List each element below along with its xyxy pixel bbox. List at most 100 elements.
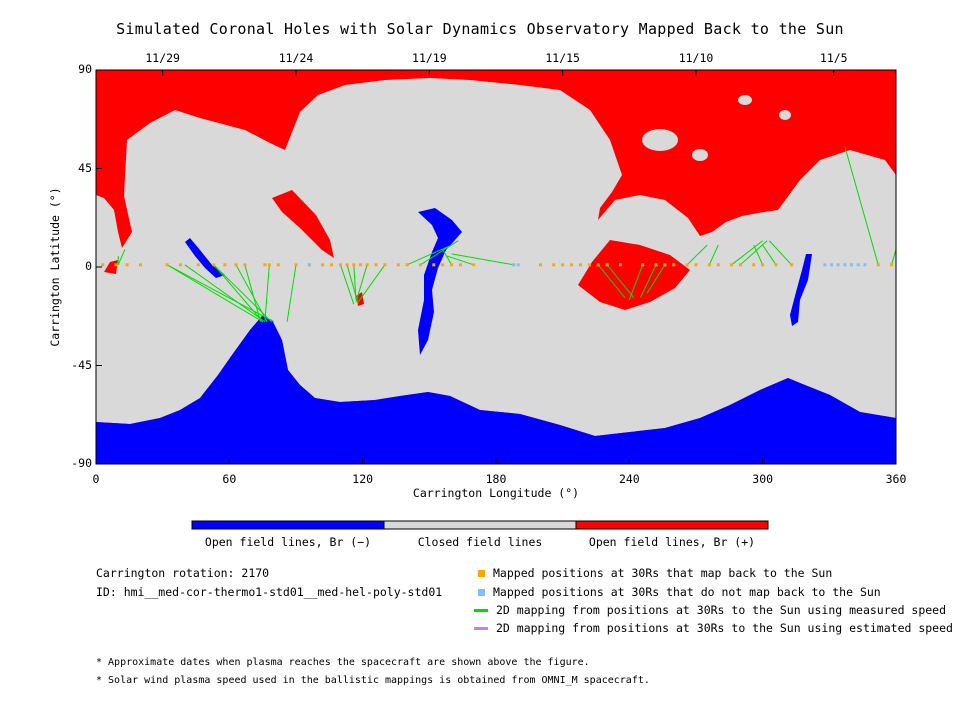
- mapping-line-20-0: [628, 264, 644, 301]
- closed-island-1: [642, 129, 678, 151]
- mapping-line-3-0: [213, 264, 264, 323]
- mapped-point-12: [267, 263, 271, 267]
- mapped-point-51: [730, 263, 734, 267]
- mapping-line-16-0: [446, 255, 474, 266]
- blue-hole-west: [185, 238, 225, 278]
- mapped-point-48: [694, 263, 698, 267]
- mapped-point-8: [223, 263, 227, 267]
- mapping-line-15-0: [442, 249, 452, 266]
- mapped-point-0: [101, 263, 105, 267]
- closed-island-4: [779, 110, 791, 120]
- y-tick-label-3: -45: [71, 357, 92, 372]
- mapped-point-23: [374, 263, 378, 267]
- mapped-point-42: [618, 263, 622, 267]
- mapped-point-28: [432, 263, 436, 267]
- mapped-point-25: [396, 263, 400, 267]
- mapped-point-27: [418, 263, 422, 267]
- x-tick-label-5: 300: [752, 472, 774, 486]
- colorbar-label-positive: Open field lines, Br (+): [588, 535, 756, 549]
- mapping-line-23-0: [686, 244, 708, 266]
- unmapped-point-8: [856, 263, 860, 267]
- mapping-line-31-0: [891, 249, 897, 265]
- mapping-line-28-0: [762, 244, 777, 266]
- mapped-point-30: [450, 263, 454, 267]
- mapped-point-53: [752, 263, 756, 267]
- x-tick-label-3: 180: [485, 472, 507, 486]
- green-line-icon: [474, 609, 488, 612]
- colorbar-positive: [576, 521, 768, 529]
- mapped-point-22: [365, 263, 369, 267]
- unmapped-point-5: [836, 263, 840, 267]
- mapped-point-44: [654, 263, 658, 267]
- mapping-line-19-0: [606, 264, 635, 298]
- orange-square-icon: [478, 570, 485, 577]
- mapping-line-12-0: [357, 264, 386, 303]
- y-tick-label-0: 90: [78, 62, 92, 76]
- mapping-line-9-0: [346, 264, 359, 305]
- carrington-rotation: Carrington rotation: 2170: [96, 566, 270, 580]
- mapped-point-55: [774, 263, 778, 267]
- colorbar-frame: [191, 520, 769, 530]
- mapped-point-47: [685, 263, 689, 267]
- legend-measured: 2D mapping from positions at 30Rs to the…: [474, 603, 946, 617]
- colorbar-label-negative: Open field lines, Br (−): [204, 535, 372, 549]
- purple-line-icon: [474, 627, 488, 630]
- model-id: ID: hmi__med-cor-thermo1-std01__med-hel-…: [96, 585, 443, 599]
- x-tick-label-0: 0: [92, 472, 100, 486]
- red-hole-northwest-tongue: [272, 190, 334, 258]
- mapping-line-8-0: [339, 264, 355, 305]
- axis-ticks: [95, 69, 897, 465]
- mapped-point-9: [234, 263, 238, 267]
- mapped-point-36: [561, 263, 565, 267]
- mapped-point-3: [138, 263, 142, 267]
- mapped-point-38: [578, 263, 582, 267]
- mapped-point-21: [358, 263, 362, 267]
- chart-title: Simulated Coronal Holes with Solar Dynam…: [116, 20, 844, 38]
- unmapped-point-4: [830, 263, 834, 267]
- mapped-point-59: [890, 263, 894, 267]
- y-axis-label: Carrington Latitude (°): [48, 187, 62, 347]
- y-tick-label-1: 45: [78, 160, 92, 175]
- red-hole-south-lobe: [578, 240, 690, 310]
- mapped-points: [101, 263, 894, 267]
- unmapped-point-3: [823, 263, 827, 267]
- mapped-point-43: [641, 263, 645, 267]
- mapped-point-4: [165, 263, 169, 267]
- mapped-point-35: [552, 263, 556, 267]
- mapping-line-24-0: [708, 244, 719, 266]
- mapped-point-14: [294, 263, 298, 267]
- legend-mapped: Mapped positions at 30Rs that map back t…: [478, 566, 832, 580]
- closed-island-2: [692, 149, 708, 161]
- colorbar-label-closed: Closed field lines: [417, 535, 543, 549]
- top-date-label-1: 11/24: [278, 51, 314, 65]
- note-speed: * Solar wind plasma speed used in the ba…: [96, 675, 650, 686]
- top-date-label-0: 11/29: [145, 51, 180, 65]
- mapped-point-6: [196, 263, 200, 267]
- mapping-line-17-0: [451, 253, 514, 266]
- blue-hole-central: [418, 208, 462, 355]
- mapped-point-2: [125, 263, 129, 267]
- mapped-point-20: [352, 263, 356, 267]
- mapping-line-1-1: [166, 264, 275, 323]
- mapped-point-37: [570, 263, 574, 267]
- mapping-line-6-0: [264, 264, 270, 322]
- mapping-line-25-0: [731, 240, 763, 266]
- unmapped-point-2: [516, 263, 520, 267]
- y-tick-label-4: -90: [71, 456, 92, 470]
- mapped-point-19: [345, 263, 349, 267]
- mapping-line-10-0: [353, 264, 357, 300]
- mapping-line-30-0: [844, 146, 879, 265]
- x-tick-label-2: 120: [352, 472, 374, 486]
- top-date-label-2: 11/19: [412, 51, 447, 65]
- mapping-line-29-0: [768, 240, 792, 266]
- mapping-line-14-0: [420, 240, 459, 266]
- unmapped-point-7: [850, 263, 854, 267]
- mapping-line-13-0: [406, 244, 452, 266]
- mapped-point-31: [458, 263, 462, 267]
- mapped-point-46: [672, 263, 676, 267]
- mapped-point-16: [321, 263, 325, 267]
- mapped-point-17: [330, 263, 334, 267]
- unmapped-point-1: [512, 263, 516, 267]
- y-tick-label-2: 0: [85, 259, 92, 273]
